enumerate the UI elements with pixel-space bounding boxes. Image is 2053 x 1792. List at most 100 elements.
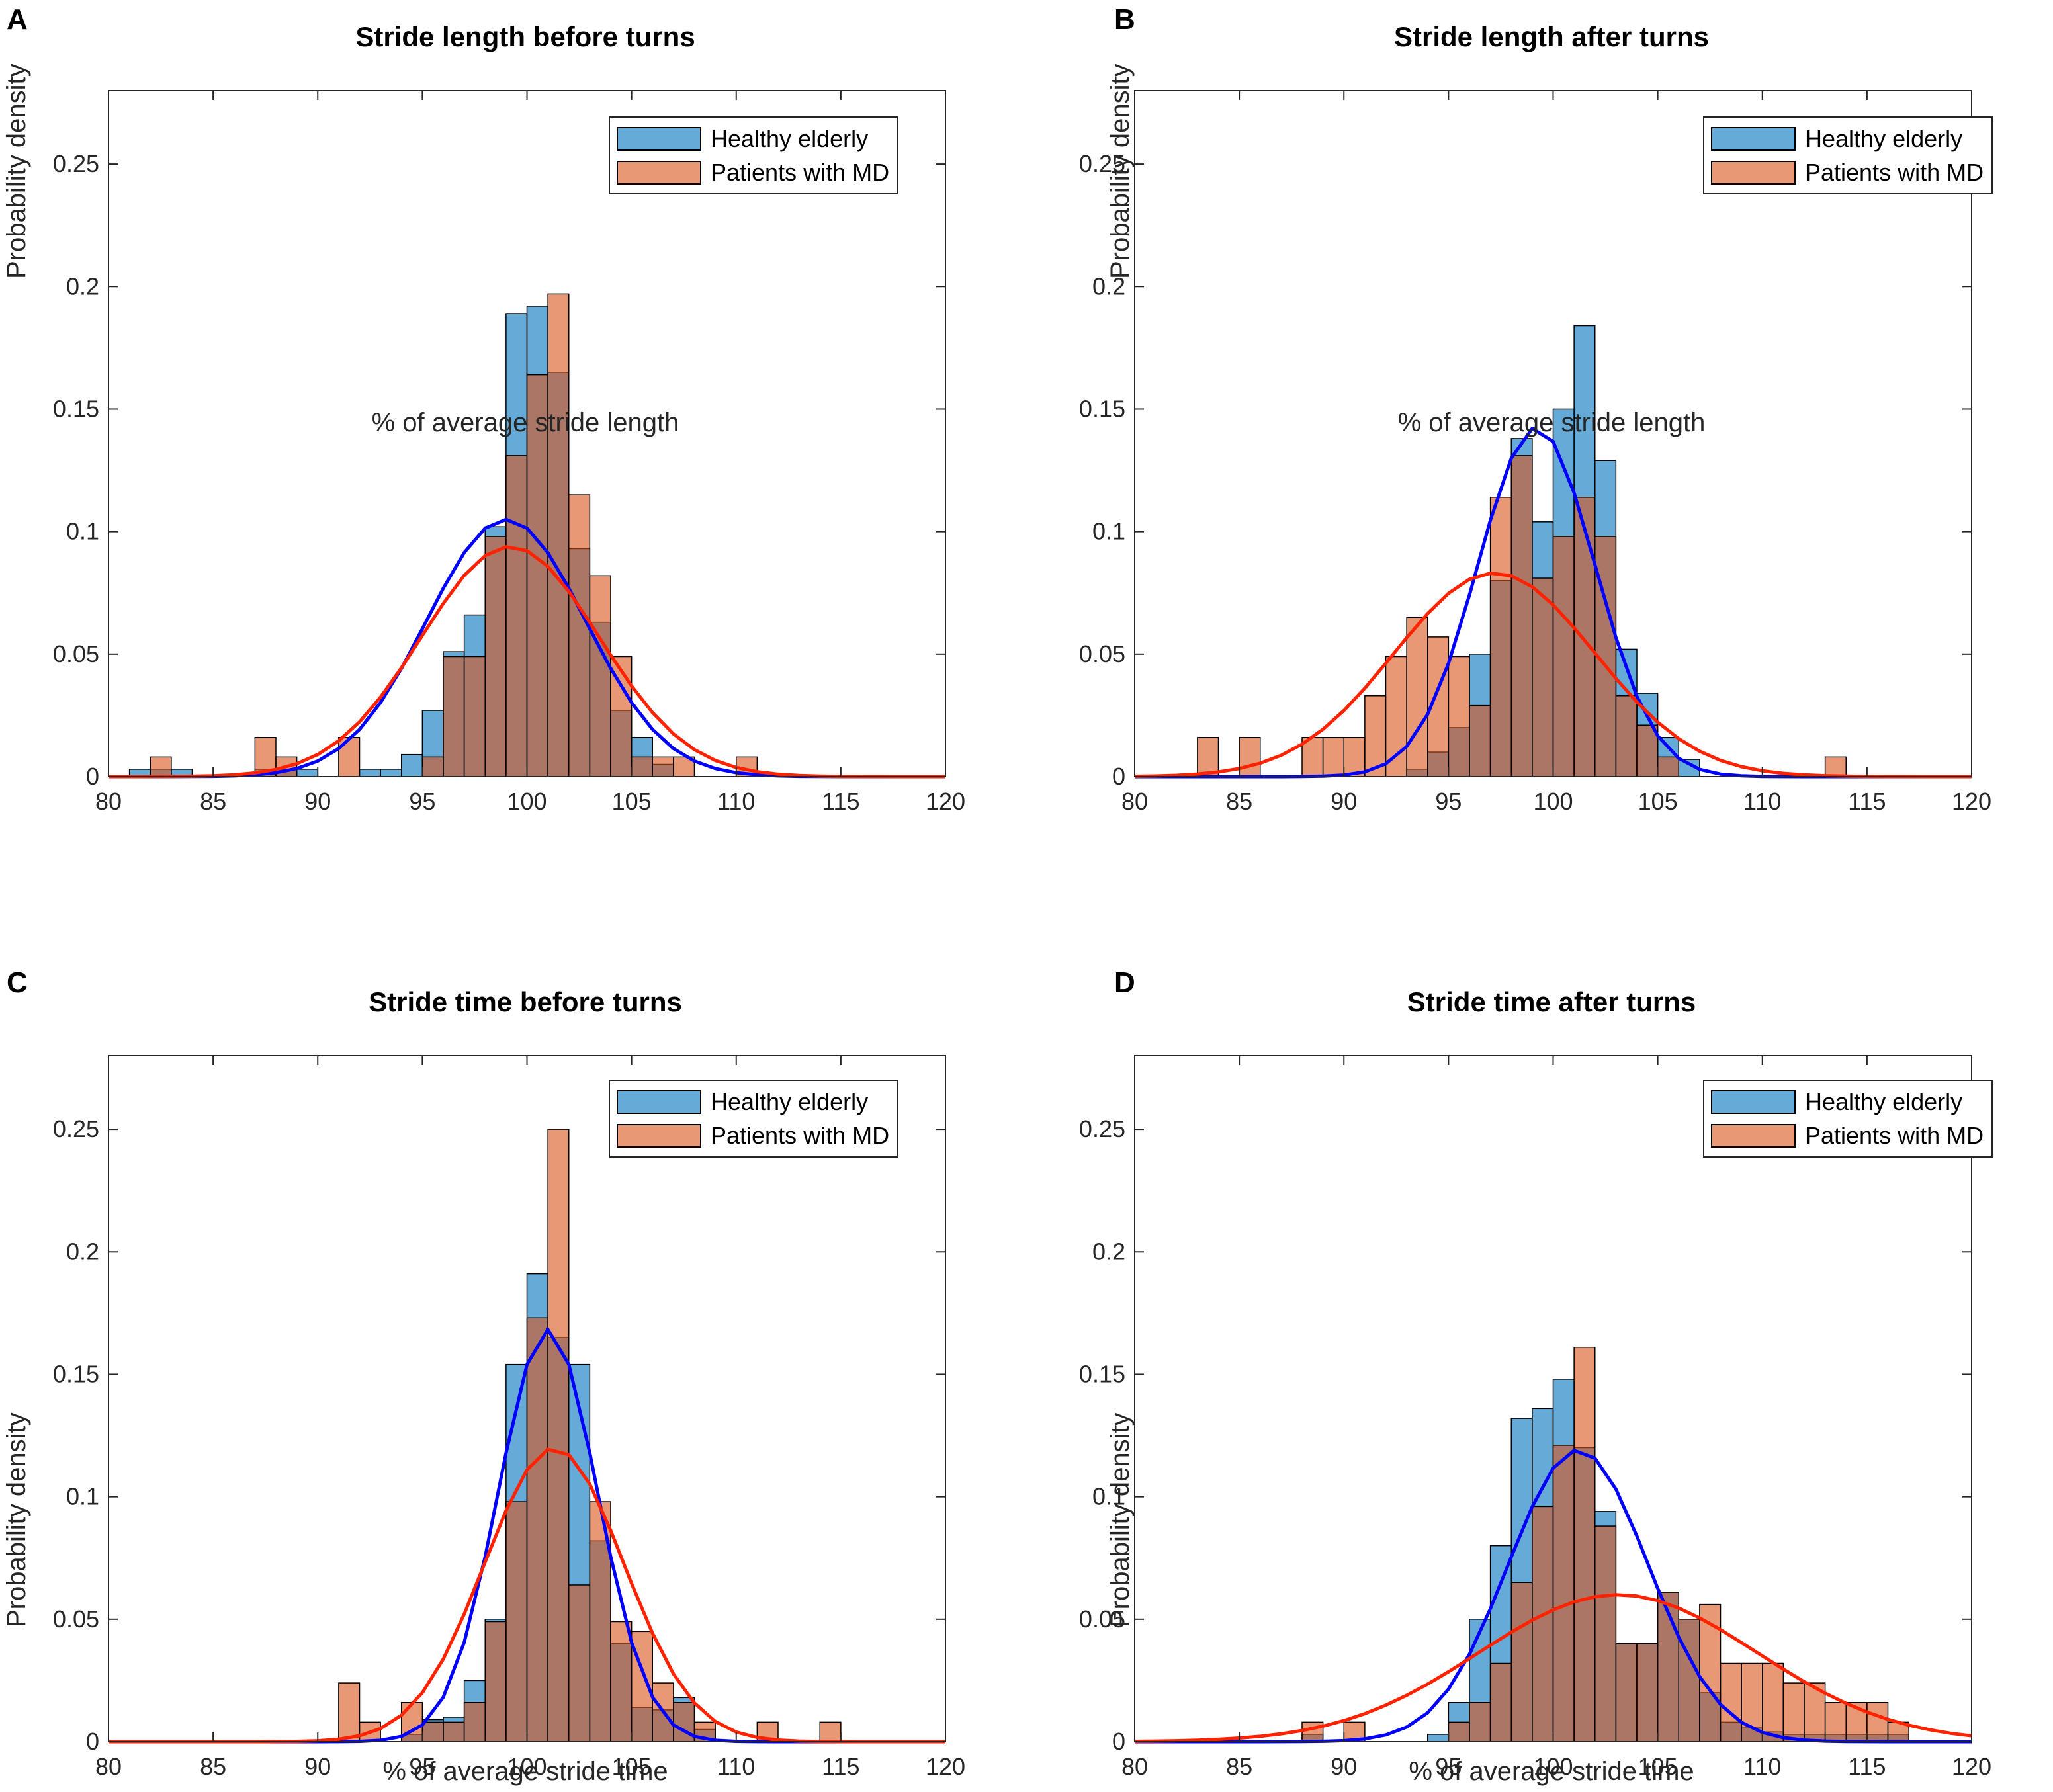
patients-bar: [1552, 1445, 1575, 1742]
x-tick-label: 110: [717, 788, 755, 815]
legend-label-patients: Patients with MD: [1805, 158, 1984, 186]
y-tick-label: 0.15: [1079, 1360, 1125, 1387]
x-tick-label: 95: [1435, 788, 1462, 815]
x-tick-label: 80: [1121, 1753, 1148, 1780]
patients-bar: [526, 1317, 548, 1742]
patients-fit-curve: [1134, 572, 1972, 779]
patients-bar: [631, 756, 653, 777]
legend-swatch-patients: [617, 160, 701, 185]
y-tick-label: 0.15: [53, 1360, 99, 1387]
patients-bar: [1448, 656, 1470, 777]
healthy-bar: [359, 769, 381, 777]
patients-bar: [505, 455, 528, 777]
patients-fit-curve: [109, 545, 945, 779]
x-axis-label: % of average stride length: [371, 408, 679, 437]
x-tick-label: 120: [1952, 1753, 1991, 1780]
panel-letter: B: [1114, 3, 1135, 36]
patients-series: [1197, 455, 1847, 777]
legend-swatch-healthy: [617, 126, 701, 151]
patients-bar: [1489, 497, 1512, 777]
patients-bar: [526, 374, 548, 777]
y-tick-label: 0.05: [1079, 640, 1125, 667]
y-axis-label: Probability density: [2, 1412, 31, 1627]
x-tick-label: 80: [95, 1753, 122, 1780]
patients-bar: [1657, 756, 1679, 777]
chart-legend: Healthy elderly Patients with MD: [609, 1080, 899, 1158]
legend-label-healthy: Healthy elderly: [1805, 124, 1963, 152]
chart-legend: Healthy elderly Patients with MD: [1703, 116, 1993, 194]
x-tick-label: 100: [1533, 788, 1573, 815]
patients-bar: [1448, 1721, 1470, 1742]
panel-d: D Stride time after turns 80 85 90 95 100 105…: [1026, 896, 2052, 1791]
patients-bar: [652, 756, 674, 777]
patients-bar: [150, 756, 172, 777]
patients-bar: [421, 1721, 444, 1742]
patients-bar: [1552, 536, 1575, 777]
y-tick-label: 0.25: [1079, 150, 1125, 177]
y-tick-label: 0.1: [66, 518, 99, 545]
patients-fit-curve: [1134, 1593, 1972, 1743]
chart-title: Stride length after turns: [1393, 21, 1710, 52]
patients-bar: [505, 1501, 528, 1742]
y-tick-label: 0.25: [1079, 1115, 1125, 1142]
panel-letter: D: [1114, 966, 1135, 999]
histogram-chart: 80 85 90 95 100 105 110 115 120 0 0.05 0.1 0.15 0.2 0.…: [53, 1055, 965, 1780]
y-tick-label: 0.15: [53, 395, 99, 422]
x-tick-label: 100: [1533, 1753, 1573, 1780]
healthy-bar: [1427, 1734, 1450, 1742]
x-tick-label: 90: [1331, 1753, 1357, 1780]
x-tick-label: 90: [304, 788, 331, 815]
patients-bar: [1762, 1662, 1784, 1742]
legend-swatch-patients: [1711, 1123, 1796, 1148]
patients-bar: [1510, 1582, 1533, 1742]
healthy-bar: [401, 753, 423, 777]
legend-label-patients: Patients with MD: [1805, 1121, 1984, 1149]
patients-bar: [819, 1721, 842, 1742]
x-axis-label: % of average stride time: [1409, 1757, 1694, 1786]
panel-a: A Stride length before turns 80 85 90 95 100…: [0, 0, 1026, 896]
y-axis-label: Probability density: [2, 64, 31, 278]
legend-swatch-patients: [1711, 160, 1796, 185]
x-tick-label: 110: [1743, 788, 1781, 815]
panel-b: B Stride length after turns 80 85 90 95 100 1…: [1026, 0, 2052, 896]
x-tick-label: 90: [304, 1753, 331, 1780]
legend-item-healthy: Healthy elderly: [617, 1085, 889, 1119]
x-tick-label: 115: [822, 788, 859, 815]
panel-letter: C: [7, 966, 28, 999]
y-tick-label: 0.25: [53, 150, 99, 177]
y-tick-label: 0.2: [1092, 1238, 1125, 1265]
legend-item-healthy: Healthy elderly: [617, 122, 889, 155]
healthy-bar: [380, 769, 402, 777]
y-tick-label: 0.05: [1079, 1605, 1125, 1633]
patients-bar: [463, 1701, 486, 1742]
patients-bar: [1678, 1619, 1700, 1742]
y-tick-label: 0.2: [66, 273, 99, 300]
legend-item-healthy: Healthy elderly: [1711, 1085, 1984, 1119]
patients-bar: [1594, 1525, 1617, 1742]
chart-title: Stride length before turns: [355, 21, 695, 52]
patients-bar: [1532, 577, 1554, 777]
patients-bar: [443, 656, 465, 777]
patients-bar: [1615, 1643, 1638, 1742]
patients-bar: [1322, 736, 1344, 777]
y-tick-label: 0.1: [1092, 518, 1125, 545]
patients-bar: [1636, 1643, 1659, 1742]
legend-label-patients: Patients with MD: [711, 158, 890, 186]
x-tick-label: 105: [1638, 1753, 1678, 1780]
patients-bar: [1824, 1701, 1847, 1742]
patients-bar: [338, 736, 361, 777]
patients-bar: [1866, 1701, 1889, 1742]
y-tick-label: 0: [86, 763, 99, 790]
x-tick-label: 95: [409, 788, 435, 815]
x-tick-label: 100: [507, 788, 546, 815]
legend-item-patients: Patients with MD: [617, 155, 889, 189]
healthy-bar: [296, 769, 318, 777]
patients-bar: [1532, 1506, 1554, 1742]
panel-c: C Stride time before turns 80 85 90 95 100 10…: [0, 896, 1026, 1791]
x-axis-label: % of average stride length: [1397, 408, 1706, 437]
patients-bar: [547, 293, 570, 777]
patients-bar: [1301, 1721, 1324, 1742]
patients-bar: [443, 1721, 465, 1742]
patients-bar: [1469, 704, 1491, 777]
patients-bar: [484, 1621, 507, 1742]
